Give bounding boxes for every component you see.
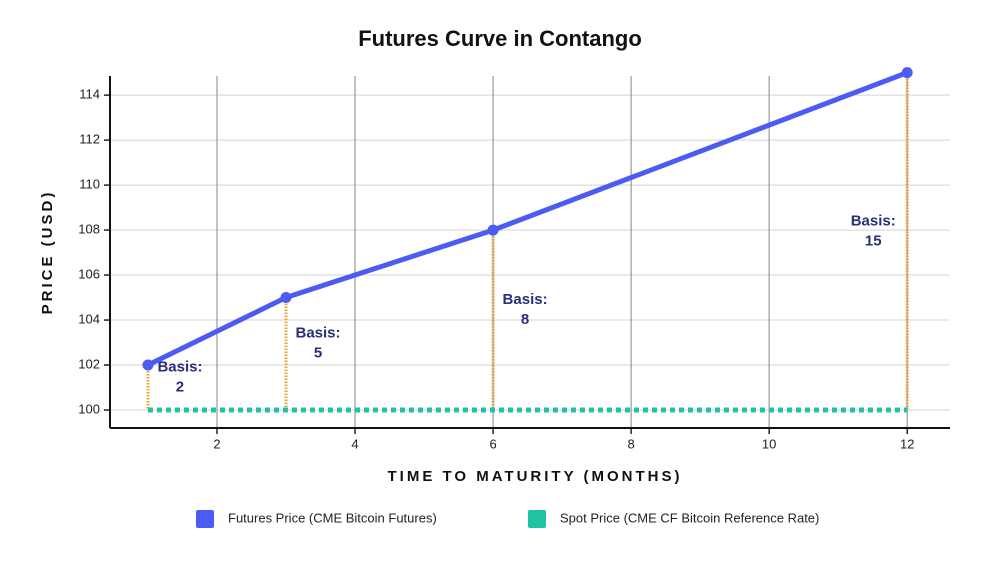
y-tick-label: 100 — [78, 401, 100, 416]
chart-title: Futures Curve in Contango — [358, 26, 642, 51]
basis-value: 8 — [521, 311, 529, 328]
y-tick-label: 110 — [79, 177, 100, 192]
x-tick-label: 12 — [900, 436, 914, 451]
legend-swatch — [528, 510, 546, 528]
basis-value: 15 — [865, 232, 882, 249]
futures-line — [146, 70, 909, 368]
legend-label: Spot Price (CME CF Bitcoin Reference Rat… — [560, 510, 819, 525]
y-tick-label: 102 — [78, 356, 100, 371]
y-axis-label: PRICE (USD) — [39, 190, 56, 315]
x-tick-label: 4 — [351, 436, 358, 451]
basis-value: 2 — [176, 378, 184, 395]
legend-swatch — [196, 510, 214, 528]
y-tick-label: 106 — [78, 266, 100, 281]
basis-label: Basis: — [503, 291, 548, 308]
x-tick-label: 8 — [628, 436, 635, 451]
y-tick-label: 114 — [79, 87, 100, 102]
x-tick-label: 6 — [489, 436, 496, 451]
basis-value: 5 — [314, 345, 322, 362]
basis-label: Basis: — [295, 325, 340, 342]
point — [280, 292, 292, 304]
x-tick-label: 2 — [213, 436, 220, 451]
y-tick-label: 112 — [79, 132, 100, 147]
x-axis-label: TIME TO MATURITY (MONTHS) — [388, 468, 683, 485]
legend-label: Futures Price (CME Bitcoin Futures) — [228, 510, 437, 525]
basis-label: Basis: — [851, 212, 896, 229]
y-tick-label: 104 — [78, 311, 100, 326]
y-tick-label: 108 — [78, 222, 100, 237]
x-tick-label: 10 — [762, 436, 776, 451]
point — [901, 67, 913, 79]
basis-label: Basis: — [157, 358, 202, 375]
point — [142, 359, 154, 371]
point — [487, 224, 499, 236]
